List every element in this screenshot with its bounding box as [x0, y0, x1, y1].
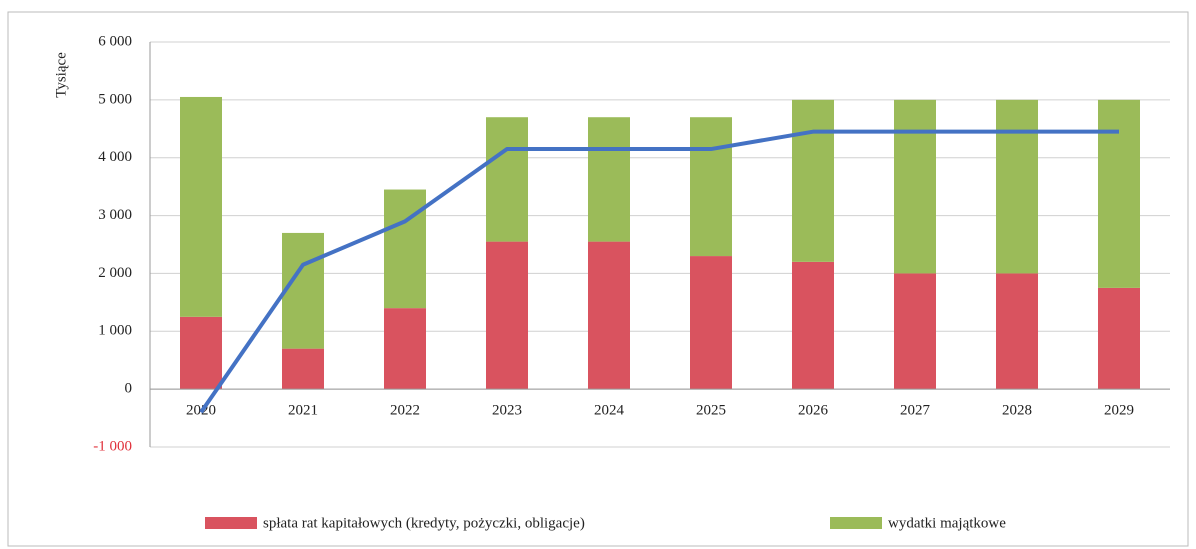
x-tick-label: 2026 [798, 403, 829, 419]
x-tick-label: 2027 [900, 403, 931, 419]
bar-segment [588, 117, 630, 242]
legend-label: spłata rat kapitałowych (kredyty, pożycz… [263, 515, 585, 531]
legend-swatch [205, 517, 257, 529]
bar-segment [282, 232, 324, 349]
bar-segment [894, 99, 936, 274]
x-tick-label: 2022 [390, 403, 420, 419]
bar-segment [996, 99, 1038, 274]
y-tick-label: 4 000 [98, 149, 132, 165]
y-tick-label: 3 000 [98, 207, 132, 223]
legend-swatch [830, 517, 882, 529]
line-series [199, 129, 1119, 414]
bar-segment [690, 117, 732, 257]
y-tick-label: 5 000 [98, 91, 132, 107]
bar-segment [792, 261, 834, 390]
x-tick-label: 2025 [696, 403, 726, 419]
bar-segment [588, 241, 630, 390]
bar-segment [180, 316, 222, 390]
y-tick-label: 6 000 [98, 33, 132, 49]
y-tick-label: 0 [125, 381, 133, 397]
x-tick-label: 2029 [1104, 403, 1134, 419]
bar-segment [486, 117, 528, 242]
x-tick-label: 2023 [492, 403, 522, 419]
x-tick-label: 2028 [1002, 403, 1032, 419]
bar-segment [180, 96, 222, 317]
bar-segment [486, 241, 528, 390]
x-tick-label: 2024 [594, 403, 625, 419]
bar-segment [996, 273, 1038, 390]
legend-label: wydatki majątkowe [888, 515, 1006, 531]
y-tick-label: 2 000 [98, 265, 132, 281]
y-tick-label: 1 000 [98, 323, 132, 339]
y-axis-label: Tysiące [53, 52, 69, 98]
bar-segment [282, 348, 324, 390]
bar-segment [792, 99, 834, 262]
y-tick-label: -1 000 [93, 438, 132, 454]
bar-segment [894, 273, 936, 390]
bar-segment [384, 308, 426, 390]
bar-segment [1098, 99, 1140, 288]
bar-segment [1098, 287, 1140, 390]
x-tick-label: 2021 [288, 403, 318, 419]
bar-segment [690, 256, 732, 390]
bar-segment [384, 189, 426, 309]
